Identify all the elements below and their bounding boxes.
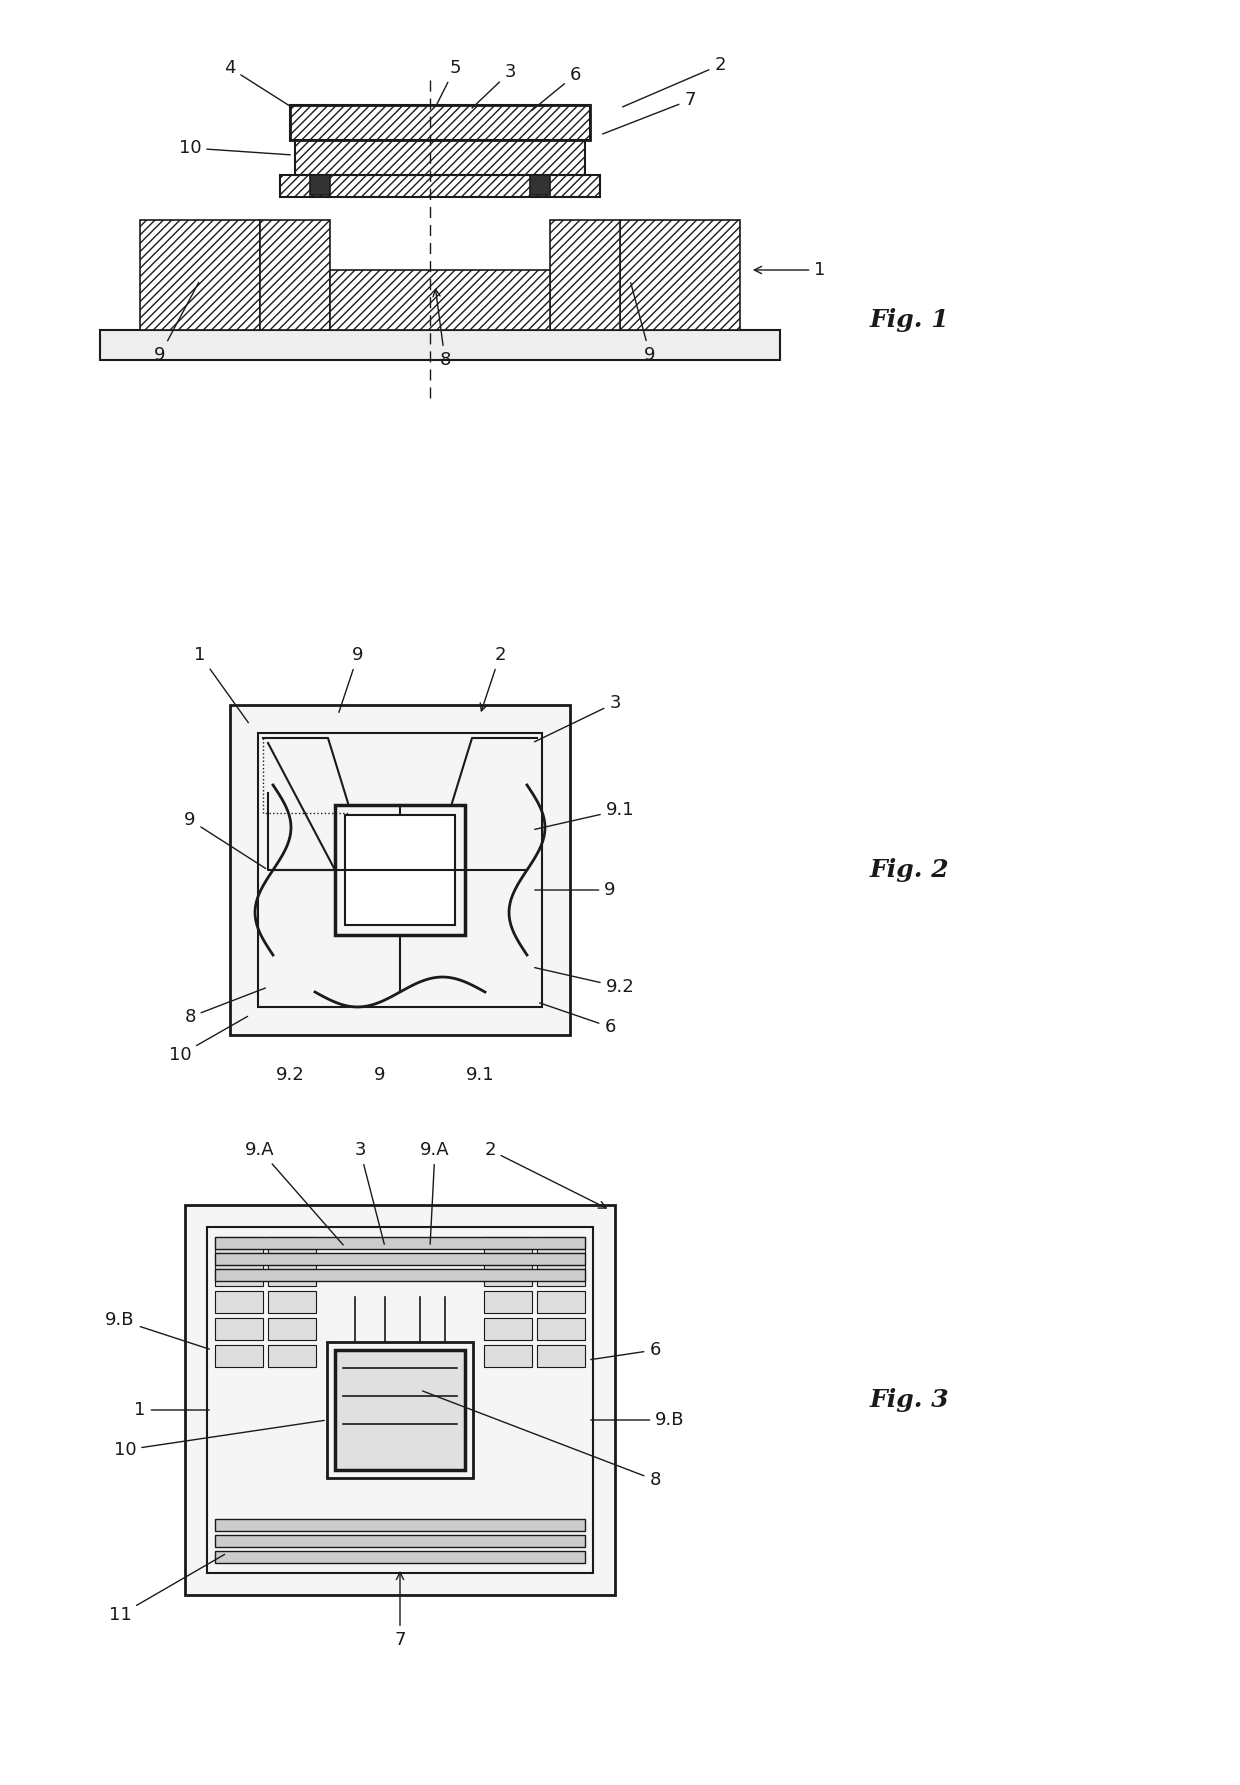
Bar <box>290 105 590 139</box>
Bar <box>215 1551 585 1564</box>
Text: 9.B: 9.B <box>105 1310 210 1349</box>
Bar <box>551 220 620 330</box>
Text: 9.2: 9.2 <box>275 1066 304 1083</box>
Text: Fig. 2: Fig. 2 <box>870 859 950 882</box>
Text: 1: 1 <box>754 261 826 278</box>
Text: 3: 3 <box>355 1141 384 1244</box>
Bar <box>290 105 590 139</box>
Bar <box>537 1291 585 1314</box>
Text: 7: 7 <box>394 1573 405 1649</box>
Text: 4: 4 <box>224 59 290 107</box>
Text: 9.2: 9.2 <box>534 967 635 996</box>
Text: 8: 8 <box>433 289 450 369</box>
Bar <box>537 1317 585 1341</box>
Text: 3: 3 <box>472 62 516 109</box>
Bar <box>215 1264 263 1285</box>
Bar <box>215 1237 263 1258</box>
Bar <box>215 1535 585 1548</box>
Bar <box>537 1237 585 1258</box>
Text: 10: 10 <box>114 1421 324 1458</box>
Text: 6: 6 <box>590 1341 661 1360</box>
Bar <box>215 1253 585 1266</box>
Text: 8: 8 <box>185 989 265 1026</box>
Bar <box>207 1226 593 1573</box>
Bar <box>484 1317 532 1341</box>
Bar <box>335 1349 465 1471</box>
Text: 9.A: 9.A <box>420 1141 450 1244</box>
Bar <box>268 1317 316 1341</box>
Text: 6: 6 <box>539 1003 616 1035</box>
Text: 9: 9 <box>185 810 265 869</box>
Text: 10: 10 <box>169 1016 248 1064</box>
Text: 10: 10 <box>179 139 290 157</box>
Bar <box>268 1264 316 1285</box>
Bar <box>484 1237 532 1258</box>
Text: 9.1: 9.1 <box>534 801 635 830</box>
Bar <box>537 1264 585 1285</box>
Bar <box>280 175 600 196</box>
Bar <box>260 220 330 330</box>
Bar <box>258 734 542 1007</box>
Text: 9: 9 <box>534 882 616 900</box>
Bar <box>100 330 780 361</box>
Text: 9: 9 <box>154 282 198 364</box>
Bar <box>229 705 570 1035</box>
Bar <box>484 1264 532 1285</box>
Bar <box>185 1205 615 1596</box>
Bar <box>484 1346 532 1367</box>
Bar <box>215 1519 585 1532</box>
Bar <box>335 805 465 935</box>
Bar <box>215 1269 585 1282</box>
Text: Fig. 1: Fig. 1 <box>870 309 950 332</box>
Text: 9: 9 <box>631 282 656 364</box>
Bar <box>215 1317 263 1341</box>
Text: 5: 5 <box>436 59 461 105</box>
Bar <box>215 312 236 330</box>
Text: 3: 3 <box>534 694 621 743</box>
Text: 2: 2 <box>480 646 506 710</box>
Text: 9.1: 9.1 <box>466 1066 495 1083</box>
Bar <box>215 1346 263 1367</box>
Text: 6: 6 <box>532 66 580 111</box>
Text: 9: 9 <box>374 1066 386 1083</box>
Text: 1: 1 <box>195 646 248 723</box>
Bar <box>529 175 551 195</box>
Bar <box>268 1346 316 1367</box>
Text: 2: 2 <box>485 1141 606 1208</box>
Bar <box>215 1237 585 1250</box>
Bar <box>215 1291 263 1314</box>
Bar <box>310 175 330 195</box>
Bar <box>140 220 260 330</box>
Text: 2: 2 <box>622 55 725 107</box>
Text: Fig. 3: Fig. 3 <box>870 1389 950 1412</box>
Text: 9: 9 <box>339 646 363 712</box>
Text: 1: 1 <box>134 1401 210 1419</box>
Text: 9.A: 9.A <box>246 1141 343 1244</box>
Text: 9.B: 9.B <box>590 1410 684 1430</box>
Bar <box>330 270 551 330</box>
Text: 8: 8 <box>423 1391 661 1489</box>
Bar <box>620 220 740 330</box>
Bar <box>327 1342 472 1478</box>
Bar <box>268 1291 316 1314</box>
Bar <box>268 1237 316 1258</box>
Bar <box>345 816 455 925</box>
Bar <box>537 1346 585 1367</box>
Bar <box>570 312 590 330</box>
Text: 11: 11 <box>109 1555 224 1624</box>
Bar <box>295 139 585 175</box>
Bar <box>484 1291 532 1314</box>
Text: 7: 7 <box>603 91 696 134</box>
